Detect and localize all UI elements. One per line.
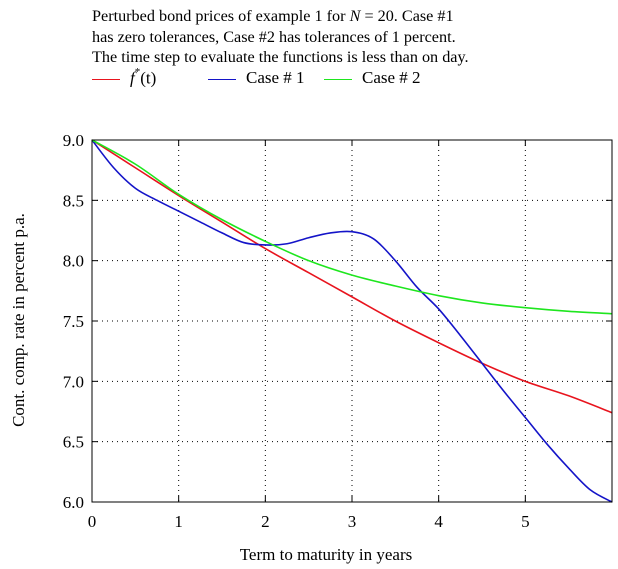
y-tick-label: 8.0 bbox=[63, 252, 84, 271]
legend-label-case2: Case # 2 bbox=[362, 68, 421, 87]
grid-lines bbox=[92, 140, 612, 502]
tick-labels: 0 1 2 3 4 5 6.0 6.5 7.0 7.5 8.0 8.5 9.0 bbox=[63, 131, 530, 531]
y-tick-label: 7.0 bbox=[63, 372, 84, 391]
x-tick-label: 1 bbox=[174, 512, 183, 531]
caption-line-3: The time step to evaluate the functions … bbox=[92, 48, 469, 66]
legend-swatch-case1 bbox=[208, 79, 236, 80]
chart-caption: Perturbed bond prices of example 1 for N… bbox=[92, 6, 612, 68]
y-tick-label: 6.5 bbox=[63, 433, 84, 452]
x-tick-label: 3 bbox=[348, 512, 357, 531]
y-tick-label: 9.0 bbox=[63, 131, 84, 150]
caption-variable-n: N bbox=[349, 7, 361, 25]
series-lines bbox=[91, 139, 613, 503]
series-line-f-star bbox=[91, 139, 613, 414]
plot-frame bbox=[91, 139, 613, 503]
y-tick-label: 7.5 bbox=[63, 312, 84, 331]
legend-swatch-f bbox=[92, 79, 120, 80]
legend-label-case1: Case # 1 bbox=[246, 68, 305, 87]
caption-line-2: has zero tolerances, Case #2 has toleran… bbox=[92, 27, 456, 46]
legend-swatch-case2 bbox=[324, 79, 352, 80]
legend-label-f: f*(t) bbox=[130, 66, 157, 88]
y-axis-label: Cont. comp. rate in percent p.a. bbox=[9, 213, 28, 427]
axis-ticks bbox=[91, 139, 612, 503]
x-tick-label: 2 bbox=[261, 512, 270, 531]
x-tick-label: 4 bbox=[434, 512, 443, 531]
series-line-case-2 bbox=[91, 139, 613, 315]
series-line-case-1 bbox=[91, 139, 613, 503]
x-axis-label: Term to maturity in years bbox=[240, 545, 413, 564]
y-tick-label: 8.5 bbox=[63, 191, 84, 210]
y-tick-label: 6.0 bbox=[63, 493, 84, 512]
x-tick-label: 0 bbox=[88, 512, 97, 531]
caption-line-1: Perturbed bond prices of example 1 for N… bbox=[92, 7, 454, 25]
x-tick-label: 5 bbox=[521, 512, 530, 531]
